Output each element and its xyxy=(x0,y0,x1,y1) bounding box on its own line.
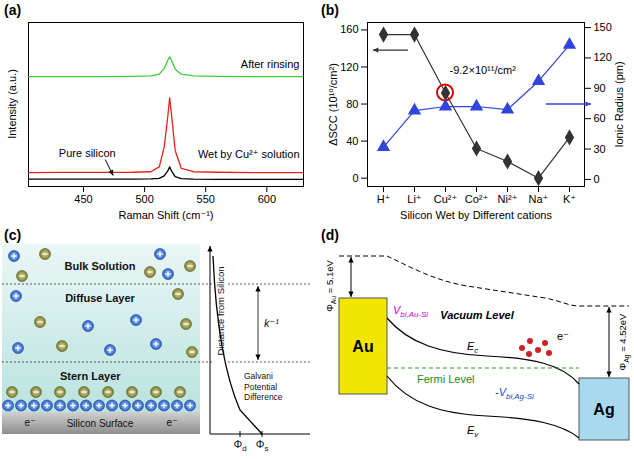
svg-text:Bulk Solution: Bulk Solution xyxy=(65,260,136,272)
svg-text:Wet by Cu²⁺ solution: Wet by Cu²⁺ solution xyxy=(198,148,300,160)
svg-text:Ni²⁺: Ni²⁺ xyxy=(498,193,518,205)
svg-text:Diffuse Layer: Diffuse Layer xyxy=(65,292,135,304)
svg-text:450: 450 xyxy=(74,193,92,205)
svg-text:Ionic Radius (pm): Ionic Radius (pm) xyxy=(613,61,625,147)
svg-text:Vacuum Level: Vacuum Level xyxy=(440,309,515,321)
svg-text:Silicon Wet by Different catio: Silicon Wet by Different cations xyxy=(400,209,552,221)
svg-text:500: 500 xyxy=(135,193,153,205)
svg-text:Raman Shift (cm⁻¹): Raman Shift (cm⁻¹) xyxy=(118,209,213,221)
svg-text:(d): (d) xyxy=(321,227,339,243)
svg-text:Potential: Potential xyxy=(244,382,277,392)
svg-text:Na⁺: Na⁺ xyxy=(529,193,549,205)
svg-text:Ag: Ag xyxy=(593,401,614,418)
svg-text:e⁻: e⁻ xyxy=(557,330,569,342)
svg-text:ΦAu = 5.1eV: ΦAu = 5.1eV xyxy=(324,260,337,312)
svg-text:K⁺: K⁺ xyxy=(563,193,576,205)
svg-text:Co²⁺: Co²⁺ xyxy=(465,193,489,205)
svg-text:ΦAg = 4.52eV: ΦAg = 4.52eV xyxy=(617,313,631,371)
svg-text:e⁻: e⁻ xyxy=(167,417,178,428)
svg-text:0: 0 xyxy=(352,172,358,184)
svg-text:Φd: Φd xyxy=(233,438,246,453)
svg-text:Distance from Silicon: Distance from Silicon xyxy=(215,266,226,356)
svg-text:600: 600 xyxy=(258,193,276,205)
svg-text:e⁻: e⁻ xyxy=(25,417,36,428)
svg-text:ΔSCC (10¹⁰/cm²): ΔSCC (10¹⁰/cm²) xyxy=(327,63,339,146)
svg-text:550: 550 xyxy=(197,193,215,205)
svg-text:30: 30 xyxy=(594,143,606,155)
svg-text:Ev: Ev xyxy=(467,424,479,439)
html-text:(b): (b) xyxy=(321,2,339,18)
svg-text:Fermi Level: Fermi Level xyxy=(417,373,474,385)
svg-text:40: 40 xyxy=(346,135,358,147)
svg-text:Au: Au xyxy=(352,338,373,355)
svg-text:Galvani: Galvani xyxy=(244,371,273,381)
svg-text:H⁺: H⁺ xyxy=(377,193,391,205)
html-text:(a): (a) xyxy=(4,2,22,18)
svg-text:Vbi,Au-Si: Vbi,Au-Si xyxy=(393,304,428,319)
svg-text:90: 90 xyxy=(594,82,606,94)
svg-text:Difference: Difference xyxy=(244,392,283,402)
svg-text:0: 0 xyxy=(594,173,600,185)
html-text:Intensity (a.u.): Intensity (a.u.) xyxy=(6,69,18,139)
svg-text:150: 150 xyxy=(594,21,612,33)
svg-text:-Vbi,Ag-Si: -Vbi,Ag-Si xyxy=(495,386,534,401)
svg-text:-9.2×10¹¹/cm²: -9.2×10¹¹/cm² xyxy=(450,64,517,76)
svg-text:120: 120 xyxy=(594,51,612,63)
svg-text:Silicon Surface: Silicon Surface xyxy=(67,418,134,429)
svg-text:Pure silicon: Pure silicon xyxy=(59,147,116,159)
svg-text:After rinsing: After rinsing xyxy=(241,58,300,70)
svg-text:Li⁺: Li⁺ xyxy=(407,193,422,205)
svg-text:60: 60 xyxy=(594,112,606,124)
svg-text:(c): (c) xyxy=(4,227,21,243)
svg-text:80: 80 xyxy=(346,98,358,110)
svg-text:Ec: Ec xyxy=(467,340,478,355)
svg-text:Φs: Φs xyxy=(256,438,269,453)
svg-text:Stern Layer: Stern Layer xyxy=(60,370,121,382)
svg-text:Cu²⁺: Cu²⁺ xyxy=(434,193,458,205)
svg-text:160: 160 xyxy=(340,23,358,35)
svg-text:120: 120 xyxy=(340,60,358,72)
svg-text:k⁻¹: k⁻¹ xyxy=(264,317,279,329)
